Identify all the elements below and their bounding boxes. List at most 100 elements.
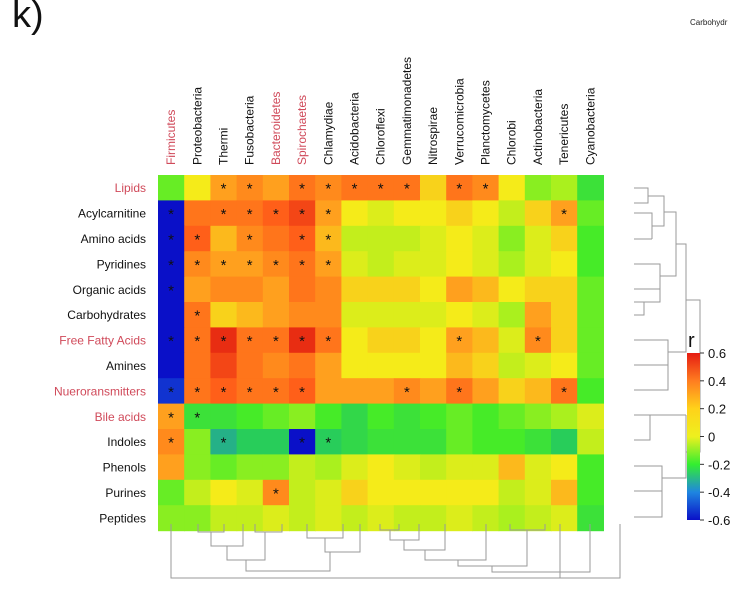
heatmap-cell: [524, 225, 552, 252]
row-labels: Lipids Acylcarnitine Amino acids Pyridines O…: [54, 181, 146, 525]
significance-star: *: [483, 181, 489, 198]
significance-star: *: [168, 232, 174, 249]
heatmap-cell: [236, 251, 264, 278]
heatmap-cell: [446, 175, 473, 201]
heatmap-cell: [498, 454, 526, 481]
heatmap-cell: [210, 302, 238, 328]
heatmap-cell: [524, 200, 552, 227]
heatmap-cell: [446, 352, 473, 379]
heatmap-cell: [393, 378, 421, 405]
heatmap-cell: [420, 302, 447, 328]
heatmap-cell: [524, 378, 552, 405]
significance-star: *: [221, 206, 227, 223]
heatmap-cell: [551, 378, 578, 405]
significance-star: *: [273, 206, 279, 223]
heatmap-cell: [184, 352, 211, 379]
heatmap-cell: [524, 276, 552, 303]
heatmap-cell: [420, 378, 447, 405]
column-label: Chlorobi: [505, 120, 519, 165]
row-label: Lipids: [115, 181, 146, 195]
column-label: Thermi: [217, 128, 231, 165]
column-label: Bacteroidetes: [269, 92, 283, 165]
heatmap-cell: [420, 175, 447, 201]
legend-title: r: [688, 330, 695, 352]
heatmap-cell: [341, 200, 369, 227]
heatmap-cell: [446, 251, 473, 278]
heatmap-cell: [498, 200, 526, 227]
heatmap-cell: [472, 251, 500, 278]
significance-star: *: [456, 333, 462, 350]
heatmap-cell: [551, 479, 578, 506]
heatmap-cell: [420, 505, 447, 532]
significance-star: *: [194, 409, 200, 426]
column-label: Nitrospirae: [426, 107, 440, 165]
significance-star: *: [168, 257, 174, 274]
row-label: Amino acids: [81, 232, 146, 246]
significance-star: *: [535, 333, 541, 350]
heatmap-cell: [315, 327, 342, 354]
significance-star: *: [194, 384, 200, 401]
heatmap-cell: [472, 429, 500, 455]
significance-star: *: [194, 333, 200, 350]
heatmap-cell: [393, 429, 421, 455]
heatmap-cell: [524, 429, 552, 455]
heatmap-cell: [184, 302, 211, 328]
heatmap-cell: [420, 200, 447, 227]
heatmap-cell: [498, 175, 526, 201]
heatmap-cell: [262, 251, 290, 278]
column-label: Firmicutes: [164, 110, 178, 165]
heatmap-cell: [524, 479, 552, 506]
heatmap-cell: [367, 378, 395, 405]
heatmap-cell: [367, 251, 395, 278]
heatmap-cell: [524, 352, 552, 379]
column-label: Tenericutes: [557, 104, 571, 165]
heatmap-cell: [551, 175, 578, 201]
heatmap-cell: [184, 479, 211, 506]
row-label: Purines: [105, 486, 146, 500]
legend-tick-label: 0.2: [708, 402, 726, 417]
heatmap-cell: [393, 505, 421, 532]
heatmap-cell: [262, 378, 290, 405]
significance-star: *: [561, 206, 567, 223]
row-label: Carbohydrates: [67, 308, 146, 322]
heatmap-cell: [472, 225, 500, 252]
significance-star: *: [247, 384, 253, 401]
heatmap-cell: [184, 403, 211, 430]
legend-tick-label: 0.6: [708, 346, 726, 361]
heatmap-cell: [210, 251, 238, 278]
legend-tick-label: -0.2: [708, 457, 730, 472]
heatmap-cell: [262, 302, 290, 328]
heatmap-cell: [315, 276, 342, 303]
heatmap-cell: [184, 378, 211, 405]
heatmap-cell: [158, 276, 185, 303]
legend-tick-label: -0.6: [708, 513, 730, 528]
heatmap-cell: [367, 505, 395, 532]
heatmap-cell: [210, 479, 238, 506]
heatmap-cell: [551, 327, 578, 354]
heatmap-cell: [577, 479, 604, 506]
heatmap-cell: [289, 378, 316, 405]
heatmap-cell: [367, 200, 395, 227]
heatmap-cell: [315, 454, 342, 481]
heatmap-cell: [472, 378, 500, 405]
heatmap-cell: [262, 403, 290, 430]
heatmap-cell: [393, 200, 421, 227]
column-label: Gemmatimonadetes: [400, 57, 414, 165]
significance-star: *: [168, 384, 174, 401]
column-label: Actinobacteria: [531, 89, 545, 165]
heatmap-cell: [446, 327, 473, 354]
heatmap-cell: [393, 327, 421, 354]
heatmap-cell: [236, 175, 264, 201]
significance-star: *: [352, 181, 358, 198]
column-labels: Firmicutes Proteobacteria Thermi Fusobacter…: [164, 57, 597, 165]
heatmap-cell: [367, 479, 395, 506]
row-label: Organic acids: [73, 283, 146, 297]
heatmap-cell: [446, 403, 473, 430]
significance-star: *: [247, 206, 253, 223]
significance-star: *: [168, 206, 174, 223]
heatmap-cell: [446, 302, 473, 328]
heatmap-cell: [498, 403, 526, 430]
heatmap-cell: [341, 175, 369, 201]
heatmap-cell: [236, 479, 264, 506]
heatmap-cell: [472, 479, 500, 506]
